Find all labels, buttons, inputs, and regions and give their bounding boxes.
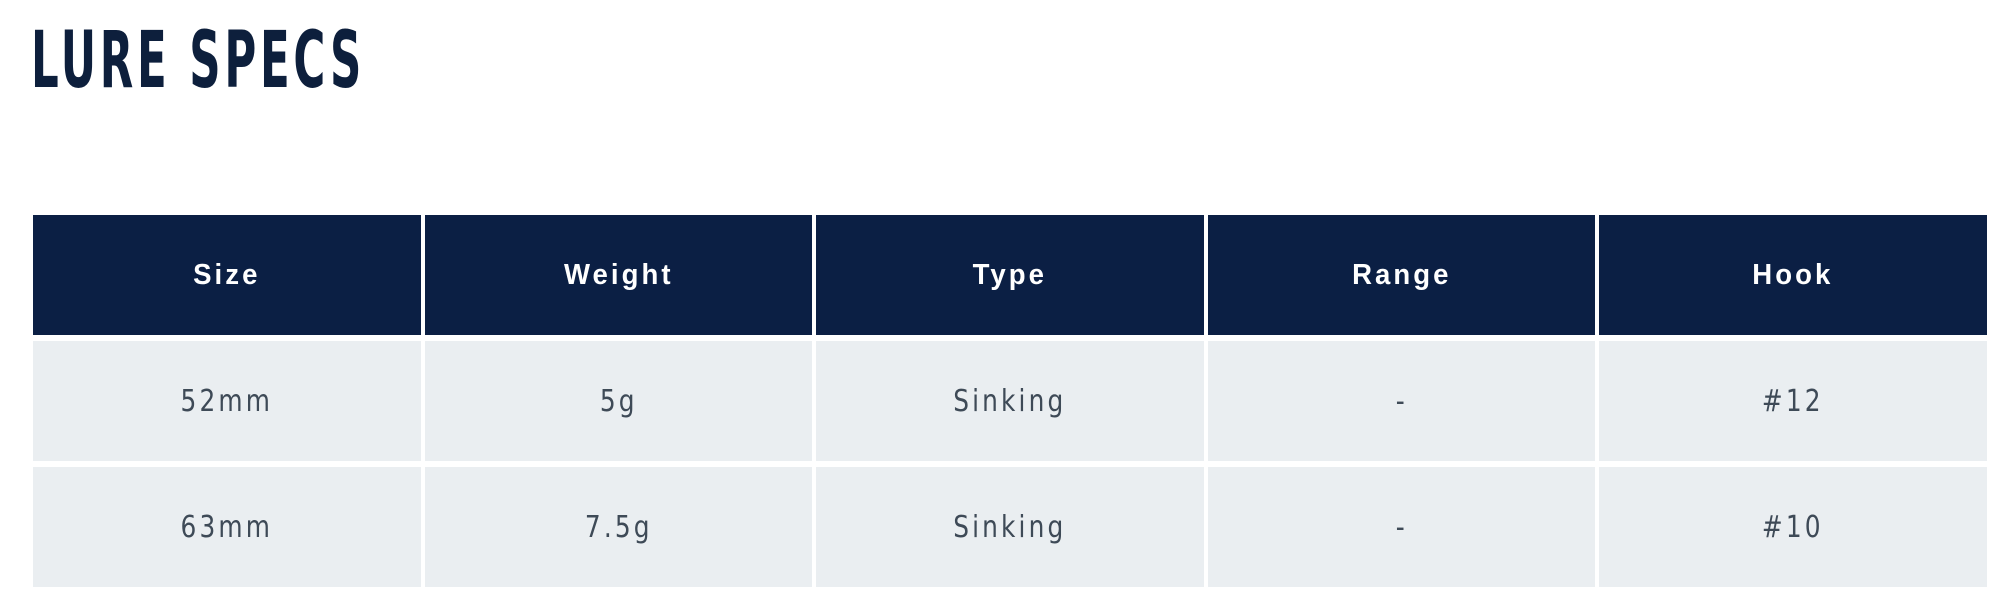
- column-header-range: Range: [1207, 215, 1596, 335]
- column-header-weight: Weight: [424, 215, 813, 335]
- column-header-type-label: Type: [972, 258, 1048, 291]
- cell-size: 63mm: [33, 467, 421, 587]
- cell-range: -: [1207, 467, 1596, 587]
- cell-type-value: Sinking: [953, 383, 1067, 419]
- cell-weight: 5g: [424, 341, 813, 461]
- cell-range-value: -: [1395, 383, 1408, 419]
- column-header-size: Size: [33, 215, 421, 335]
- cell-hook-value: #12: [1762, 383, 1825, 419]
- cell-type-value: Sinking: [953, 509, 1067, 545]
- column-header-size-label: Size: [193, 258, 261, 291]
- cell-hook: #10: [1599, 467, 1987, 587]
- cell-type: Sinking: [816, 467, 1204, 587]
- column-header-hook-label: Hook: [1752, 258, 1834, 291]
- cell-size-value: 52mm: [180, 383, 274, 419]
- table-row: 63mm 7.5g Sinking - #10: [33, 467, 1987, 587]
- cell-weight-value: 7.5g: [584, 509, 653, 545]
- column-header-range-label: Range: [1351, 258, 1452, 291]
- cell-size: 52mm: [33, 341, 421, 461]
- table-header: Size Weight Type Range Hook: [33, 215, 1987, 335]
- column-header-weight-label: Weight: [563, 258, 674, 291]
- lure-specs-table: Size Weight Type Range Hook 52mm: [29, 209, 1991, 593]
- cell-weight-value: 5g: [599, 383, 638, 419]
- column-header-hook: Hook: [1599, 215, 1987, 335]
- table-row: 52mm 5g Sinking - #12: [33, 341, 1987, 461]
- table-body: 52mm 5g Sinking - #12 63mm: [33, 341, 1987, 587]
- cell-range-value: -: [1395, 509, 1408, 545]
- cell-weight: 7.5g: [424, 467, 813, 587]
- column-header-type: Type: [816, 215, 1204, 335]
- cell-hook: #12: [1599, 341, 1987, 461]
- table-header-row: Size Weight Type Range Hook: [33, 215, 1987, 335]
- page-title: LURE SPECS: [31, 16, 365, 106]
- cell-hook-value: #10: [1762, 509, 1825, 545]
- cell-size-value: 63mm: [180, 509, 274, 545]
- cell-range: -: [1207, 341, 1596, 461]
- cell-type: Sinking: [816, 341, 1204, 461]
